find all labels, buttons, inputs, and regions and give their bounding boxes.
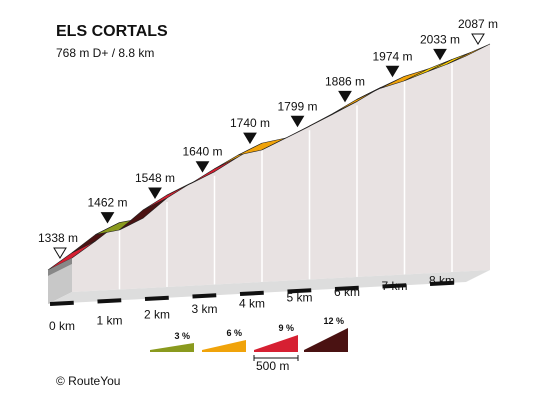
elevation-marker-triangle xyxy=(433,48,447,61)
elevation-label: 1886 m xyxy=(325,74,365,88)
ribbon-start-edge xyxy=(48,258,72,276)
km-tick-label: 6 km xyxy=(334,285,360,299)
scale-bar-segment xyxy=(382,283,407,289)
scale-bar-segment xyxy=(429,280,454,286)
base-end-face xyxy=(48,264,72,304)
gradient-segment xyxy=(446,43,491,65)
gradient-legend: 3 % 6 % 9 % 12 % xyxy=(150,316,348,361)
elevation-label: 2033 m xyxy=(420,32,460,46)
base-bottom-face xyxy=(48,270,490,304)
elevation-marker-triangle xyxy=(338,90,352,103)
profile-gradient-ribbon xyxy=(47,43,491,276)
elevation-label: 1974 m xyxy=(372,49,412,63)
chart-subtitle: 768 m D+ / 8.8 km xyxy=(56,46,154,60)
copyright-text: © RouteYou xyxy=(56,374,120,388)
scale-length-label: 500 m xyxy=(256,359,289,373)
distance-scale-bar xyxy=(49,280,454,306)
elevation-label: 1799 m xyxy=(277,99,317,113)
profile-side-wall xyxy=(48,44,490,304)
elevation-marker-triangle xyxy=(195,161,210,173)
side-wall-face xyxy=(72,44,490,292)
gradient-legend-swatch xyxy=(254,335,298,352)
km-tick-labels: 0 km 1 km 2 km 3 km 4 km 5 km 6 km 7 km 8 km xyxy=(49,274,455,333)
km-tick-label: 2 km xyxy=(144,308,170,322)
elevation-label: 1462 m xyxy=(87,196,127,210)
gradient-legend-label: 12 % xyxy=(323,316,344,326)
km-tick-label: 5 km xyxy=(286,291,312,305)
elevation-marker-triangle xyxy=(243,132,257,145)
scale-bar-segment xyxy=(144,295,169,301)
elevation-label: 1640 m xyxy=(182,145,222,159)
scale-bar-segment xyxy=(287,288,312,294)
km-tick-label: 3 km xyxy=(191,302,217,316)
elevation-marker-triangle xyxy=(471,33,485,45)
elevation-label: 1740 m xyxy=(230,116,270,130)
elevation-label: 2087 m xyxy=(458,17,498,31)
scale-bar-segment xyxy=(334,285,359,291)
km-tick-label: 0 km xyxy=(49,319,75,333)
gradient-legend-label: 9 % xyxy=(278,323,294,333)
chart-title: ELS CORTALS xyxy=(56,23,168,40)
gradient-legend-label: 6 % xyxy=(226,328,242,338)
gradient-legend-swatch xyxy=(304,328,348,352)
km-tick-label: 1 km xyxy=(96,313,122,327)
scale-bar-segment xyxy=(97,298,122,304)
elevation-marker-triangle xyxy=(385,65,400,78)
scale-bar-segment xyxy=(239,290,264,296)
elevation-marker-triangle xyxy=(53,247,67,259)
km-tick-label: 8 km xyxy=(429,274,455,288)
elevation-marker-triangle xyxy=(100,212,115,224)
elevation-label: 1338 m xyxy=(38,231,78,245)
gradient-legend-swatch xyxy=(150,343,194,352)
elevation-label: 1548 m xyxy=(135,171,175,185)
km-tick-label: 4 km xyxy=(239,296,265,310)
gradient-legend-swatch xyxy=(202,340,246,352)
elevation-marker-triangle xyxy=(290,115,305,128)
scale-bar-segment xyxy=(192,293,217,299)
scale-bar-segment xyxy=(49,300,74,306)
gradient-legend-label: 3 % xyxy=(174,331,190,341)
km-tick-label: 7 km xyxy=(381,279,407,293)
elevation-marker-triangle xyxy=(148,187,162,199)
elevation-markers: 1338 m 1462 m 1548 m 1640 m 1740 m 1799 m 1886… xyxy=(38,17,498,259)
